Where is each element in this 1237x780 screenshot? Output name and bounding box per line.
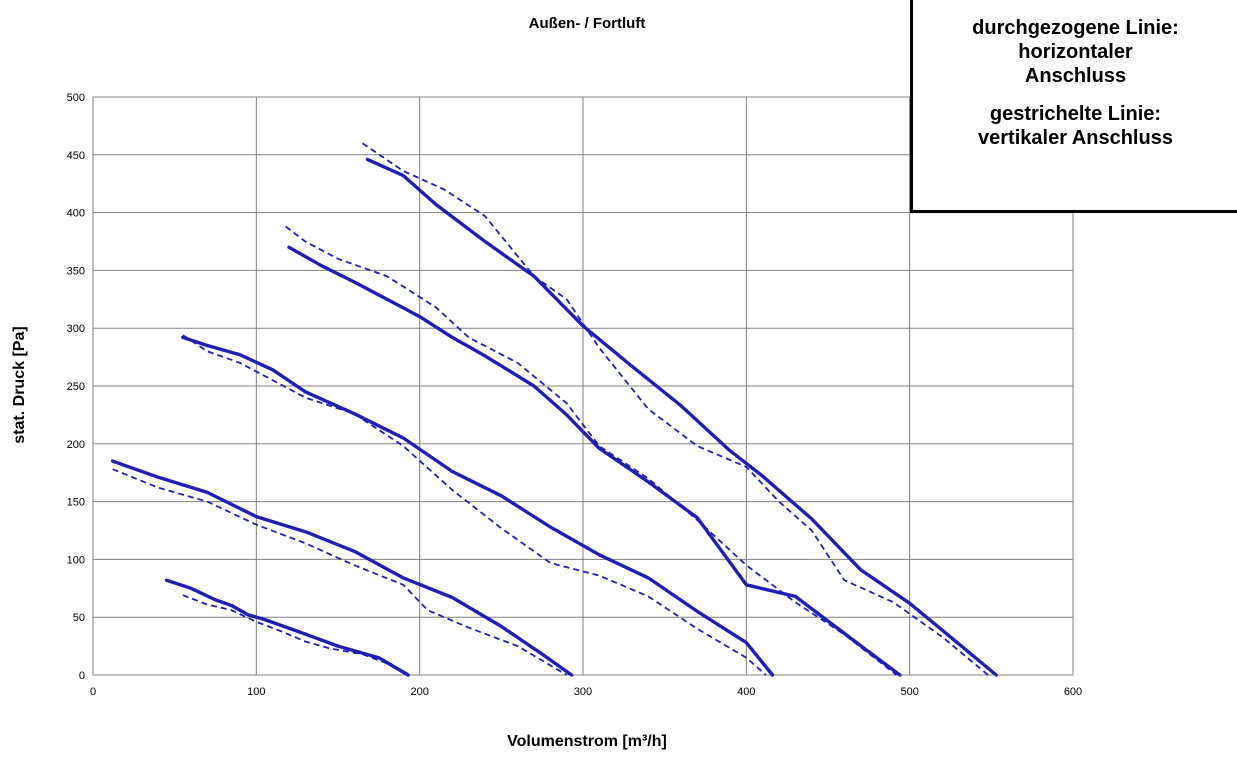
grid xyxy=(92,96,1074,676)
series-line-9-solid xyxy=(365,157,998,677)
legend-dashed: gestrichelte Linie: vertikaler Anschluss xyxy=(913,102,1237,150)
y-tick-label: 100 xyxy=(67,554,85,566)
series-line-6-dashed xyxy=(182,334,767,676)
y-tick-label: 400 xyxy=(67,208,85,220)
plot-frame xyxy=(92,96,1074,676)
y-tick-label: 300 xyxy=(67,323,85,335)
legend-dashed-line1: gestrichelte Linie: xyxy=(989,103,1162,125)
legend-solid-line3: Anschluss xyxy=(1024,65,1127,87)
legend-box: durchgezogene Linie: horizontaler Anschl… xyxy=(910,0,1237,213)
legend-solid: durchgezogene Linie: horizontaler Anschl… xyxy=(913,16,1237,88)
x-tick-label: 600 xyxy=(1064,686,1082,698)
chart-title: Außen- / Fortluft xyxy=(529,15,646,32)
x-axis-label: Volumenstrom [m³/h] xyxy=(507,733,667,750)
y-tick-label: 150 xyxy=(67,497,85,509)
y-tick-label: 0 xyxy=(79,670,85,682)
y-tick-label: 450 xyxy=(67,150,85,162)
x-tick-label: 500 xyxy=(900,686,918,698)
y-tick-label: 200 xyxy=(67,439,85,451)
series-line-1-solid xyxy=(164,578,410,677)
series-line-5-solid xyxy=(181,335,775,677)
x-tick-label: 400 xyxy=(737,686,755,698)
y-tick-label: 50 xyxy=(73,612,85,624)
series-line-2-dashed xyxy=(182,594,408,676)
series-lines xyxy=(110,142,998,677)
tick-labels: 0 50 100 150 200 250 300 350 400 450 500 0 100 200 300… xyxy=(67,92,1083,698)
y-tick-label: 250 xyxy=(67,381,85,393)
y-tick-label: 350 xyxy=(67,265,85,277)
legend-dashed-line2: vertikaler Anschluss xyxy=(978,127,1173,149)
series-line-7-solid xyxy=(287,245,902,677)
x-tick-label: 100 xyxy=(247,686,265,698)
x-tick-label: 0 xyxy=(90,686,96,698)
x-tick-label: 300 xyxy=(574,686,592,698)
series-line-4-dashed xyxy=(112,468,568,676)
legend-solid-line1: durchgezogene Linie: xyxy=(972,17,1179,39)
legend-solid-line2: horizontaler xyxy=(1018,41,1133,63)
y-tick-label: 500 xyxy=(67,92,85,104)
x-tick-label: 200 xyxy=(410,686,428,698)
y-axis-label: stat. Druck [Pa] xyxy=(11,326,28,443)
series-line-8-dashed xyxy=(285,225,898,676)
series-line-3-solid xyxy=(110,459,574,677)
